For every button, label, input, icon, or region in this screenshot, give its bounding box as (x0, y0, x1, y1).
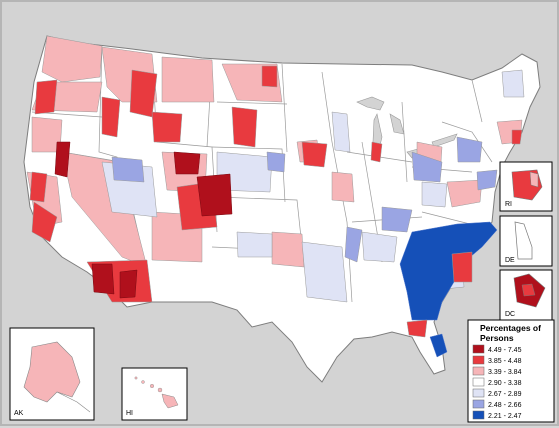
legend-title-line2: Persons (480, 333, 514, 343)
inset-delaware: DE (500, 216, 552, 266)
legend-label-2: 3.85 - 4.48 (488, 358, 522, 365)
legend-label-5: 2.67 - 2.89 (488, 391, 522, 398)
legend-swatch-5 (473, 389, 484, 397)
inset-label-dc: DC (505, 311, 515, 318)
inset-label-ak: AK (14, 410, 24, 417)
inset-label-ri: RI (505, 201, 512, 208)
inset-dc: DC (500, 270, 552, 320)
legend-swatch-4 (473, 378, 484, 386)
inset-rhode-island: RI (500, 162, 552, 211)
legend-label-1: 4.49 - 7.45 (488, 347, 522, 354)
legend: Percentages of Persons 4.49 - 7.45 3.85 -… (468, 320, 554, 422)
legend-title-line1: Percentages of (480, 323, 541, 333)
inset-label-hi: HI (126, 410, 133, 417)
inset-alaska: AK (10, 328, 94, 420)
legend-swatch-6 (473, 400, 484, 408)
legend-label-6: 2.48 - 2.66 (488, 402, 522, 409)
legend-swatch-7 (473, 411, 484, 419)
legend-swatch-3 (473, 367, 484, 375)
legend-swatch-1 (473, 345, 484, 353)
inset-label-de: DE (505, 257, 515, 264)
inset-hawaii: HI (122, 368, 187, 420)
legend-swatch-2 (473, 356, 484, 364)
legend-label-7: 2.21 - 2.47 (488, 413, 522, 420)
legend-label-3: 3.39 - 3.84 (488, 369, 522, 376)
legend-label-4: 2.90 - 3.38 (488, 380, 522, 387)
